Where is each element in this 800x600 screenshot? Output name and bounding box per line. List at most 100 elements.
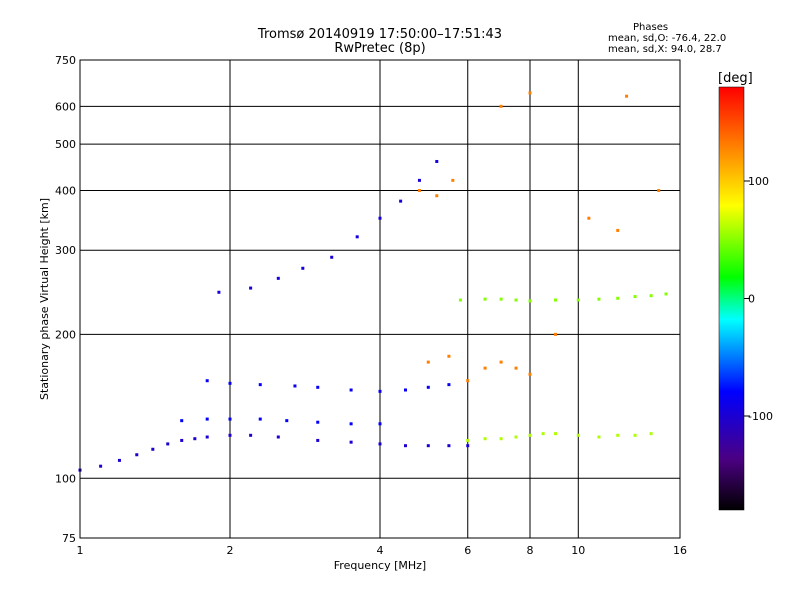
data-point	[180, 419, 184, 423]
data-point	[649, 294, 653, 298]
y-axis-label: Stationary phase Virtual Height [km]	[38, 197, 51, 400]
y-tick-label: 100	[55, 472, 76, 485]
plot-frame	[79, 59, 681, 539]
data-point	[426, 360, 430, 364]
data-point	[587, 216, 591, 220]
data-point	[166, 442, 170, 446]
data-point	[466, 444, 470, 448]
data-point	[447, 354, 451, 358]
x-tick-label: 6	[464, 544, 471, 557]
data-point	[657, 188, 661, 192]
data-point	[135, 453, 139, 457]
data-point	[316, 385, 320, 389]
data-point	[316, 438, 320, 442]
data-point	[117, 458, 121, 462]
y-tick-label: 300	[55, 244, 76, 257]
data-point	[228, 433, 232, 437]
data-point	[330, 255, 334, 259]
data-point	[426, 444, 430, 448]
data-point	[151, 447, 155, 451]
data-point	[205, 379, 209, 383]
x-axis-label: Frequency [MHz]	[333, 559, 427, 572]
chart-title: Tromsø 20140919 17:50:00–17:51:43	[257, 27, 503, 42]
data-point	[528, 433, 532, 437]
data-point	[249, 433, 253, 437]
data-point	[528, 299, 532, 303]
colorbar-ticks: 100 0 -100	[744, 175, 773, 423]
data-point	[316, 420, 320, 424]
data-point	[228, 417, 232, 421]
data-point	[553, 298, 557, 302]
x-tick-label: 2	[227, 544, 234, 557]
data-point	[301, 266, 305, 270]
data-point	[205, 417, 209, 421]
data-point	[378, 442, 382, 446]
data-point	[616, 228, 620, 232]
x-tick-label: 8	[527, 544, 534, 557]
data-point	[355, 235, 359, 239]
data-point	[403, 444, 407, 448]
colorbar-tick-label: 0	[748, 293, 755, 306]
data-point	[616, 296, 620, 300]
data-point	[499, 360, 503, 364]
data-point	[576, 298, 580, 302]
data-point	[633, 433, 637, 437]
data-point	[483, 437, 487, 441]
y-tick-label: 600	[55, 100, 76, 113]
data-point	[258, 383, 262, 387]
data-point	[99, 464, 103, 468]
data-point	[293, 384, 297, 388]
data-point	[276, 435, 280, 439]
data-point	[664, 292, 668, 296]
data-point	[435, 159, 439, 163]
data-point	[399, 199, 403, 203]
data-point	[249, 286, 253, 290]
data-point	[514, 298, 518, 302]
data-point	[499, 297, 503, 301]
data-point	[426, 385, 430, 389]
data-point	[435, 194, 439, 198]
y-tick-label: 500	[55, 138, 76, 151]
stats-o-mode: mean, sd,O: -76.4, 22.0	[608, 33, 727, 44]
data-point	[258, 417, 262, 421]
x-axis-ticks: 1 2 4 6 8 10 16	[77, 544, 688, 557]
y-tick-label: 750	[55, 54, 76, 67]
x-tick-label: 1	[77, 544, 84, 557]
data-point	[276, 276, 280, 280]
data-point	[417, 178, 421, 182]
data-point	[378, 422, 382, 426]
data-point	[514, 366, 518, 370]
data-points	[78, 91, 668, 472]
data-point	[633, 295, 637, 299]
data-point	[403, 388, 407, 392]
colorbar	[719, 87, 744, 510]
stats-x-mode: mean, sd,X: 94.0, 28.7	[608, 44, 722, 55]
grid-lines	[80, 60, 680, 538]
data-point	[447, 383, 451, 387]
data-point	[541, 432, 545, 436]
stats-heading: Phases	[633, 22, 669, 33]
data-point	[417, 188, 421, 192]
data-point	[649, 432, 653, 436]
data-point	[597, 435, 601, 439]
data-point	[499, 437, 503, 441]
data-point	[451, 178, 455, 182]
y-tick-label: 200	[55, 328, 76, 341]
data-point	[205, 435, 209, 439]
data-point	[217, 290, 221, 294]
colorbar-tick-label: 100	[748, 175, 769, 188]
data-point	[483, 297, 487, 301]
data-point	[349, 440, 353, 444]
data-point	[466, 438, 470, 442]
chart-subtitle: RwPretec (8p)	[334, 41, 426, 56]
data-point	[378, 389, 382, 393]
colorbar-tick-label: -100	[748, 410, 773, 423]
y-tick-label: 400	[55, 184, 76, 197]
data-point	[193, 437, 197, 441]
data-point	[349, 388, 353, 392]
y-tick-label: 75	[62, 532, 76, 545]
x-tick-label: 16	[673, 544, 687, 557]
data-point	[597, 297, 601, 301]
data-point	[180, 438, 184, 442]
